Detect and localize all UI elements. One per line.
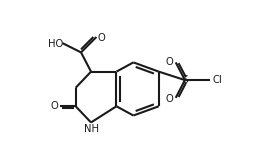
Text: O: O — [98, 33, 106, 43]
Text: Cl: Cl — [212, 75, 222, 85]
Text: O: O — [50, 101, 58, 111]
Text: S: S — [182, 75, 188, 85]
Text: HO: HO — [48, 39, 63, 49]
Text: NH: NH — [84, 124, 99, 134]
Text: O: O — [166, 94, 174, 104]
Text: O: O — [166, 57, 174, 67]
